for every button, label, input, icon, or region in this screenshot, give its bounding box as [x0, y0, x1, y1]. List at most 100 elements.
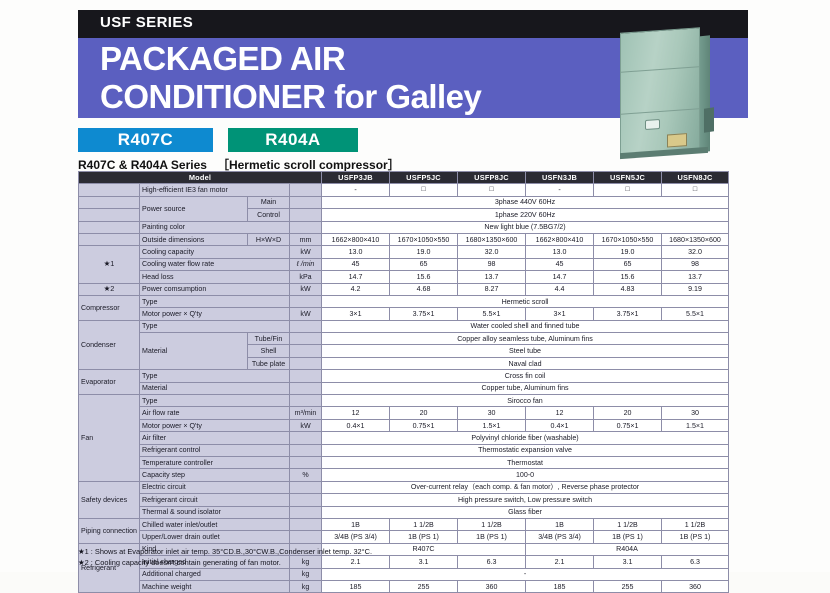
row-group-spacer	[77, 183, 141, 197]
footnotes: ★1 : Shows at Evaporator inlet air temp.…	[78, 546, 372, 568]
row-group-spacer	[77, 232, 141, 247]
row-unit	[289, 394, 323, 408]
subtitle: R407C & R404A Series ［Hermetic scroll com…	[78, 156, 400, 173]
table-row: Air flow rate m³/min 12 20 30 12 20 30	[79, 406, 730, 420]
row-value-3: 13.7	[457, 270, 527, 284]
model-col-6: USFN8JC	[661, 170, 730, 185]
row-value-6: 98	[661, 257, 730, 272]
row-unit: mm	[289, 232, 323, 247]
cabinet-seam-lower	[621, 108, 699, 115]
table-row: Safety devices Electric circuit Over-curre…	[77, 480, 730, 519]
product-photo	[612, 16, 732, 164]
table-row: Piping connection Chilled water inlet/out…	[77, 517, 730, 544]
row-group-label: Piping connection	[77, 517, 141, 544]
row-merged-value: New light blue (7.5BG7/2)	[321, 220, 730, 234]
table-row: Power source Main 3phase 440V 60Hz	[77, 195, 730, 222]
table-body: Model USFP3JB USFP5JC USFP8JC USFN3JB US…	[77, 170, 730, 593]
table-row: ★1 Cooling capacity kW 13.0 19.0 32.0 13.0 19.0…	[77, 245, 730, 284]
footnote-2: ★2 : Cooling capacity doesn't contain ge…	[78, 558, 281, 567]
row-value-1: 3/4B (PS 3/4)	[321, 530, 391, 544]
row-value-2: 15.6	[389, 270, 459, 284]
row-merged-value: Glass fiber	[321, 505, 730, 519]
row-group-label: Fan	[77, 394, 141, 482]
row-unit: kPa	[289, 270, 323, 284]
row-group-spacer	[77, 208, 141, 222]
row-label: Cooling capacity	[139, 245, 291, 259]
row-merged-value: 100-0	[321, 468, 730, 482]
row-merged-value: Naval clad	[321, 356, 730, 371]
row-label: Type	[139, 369, 291, 383]
table-row: Machine weight kg 185 255 360 185 255 360	[79, 579, 730, 593]
table-row: Outside dimensions H×W×D mm 1662×800×410 167…	[77, 232, 730, 247]
row-value-6: 9.19	[661, 282, 730, 296]
row-merged-value: 3phase 440V 60Hz	[321, 195, 730, 210]
row-label: Refrigerant control	[139, 443, 291, 458]
row-label: Head loss	[139, 270, 291, 284]
row-unit: kW	[289, 307, 323, 321]
row-unit	[289, 294, 323, 309]
table-row: Condenser Type Water cooled shell and finn…	[77, 319, 730, 371]
row-label: Machine weight	[139, 579, 291, 593]
row-unit: m³/min	[289, 406, 323, 420]
table-row: High-efficient IE3 fan motor - □ □ - □ □	[77, 183, 730, 197]
row-value-1: 45	[321, 257, 391, 272]
row-label: High-efficient IE3 fan motor	[139, 183, 291, 197]
row-merged-value: Cross fin coil	[321, 369, 730, 383]
row-value-left-half: R407C	[321, 542, 527, 557]
row-value-6: 30	[661, 406, 730, 420]
row-merged-value: Sirocco fan	[321, 394, 730, 408]
row-merged-value: Over-current relay（each comp. & fan moto…	[321, 480, 730, 495]
row-unit	[289, 369, 323, 383]
row-value-6: 1B (PS 1)	[661, 530, 730, 544]
row-unit: kW	[289, 418, 323, 433]
row-value-6: 5.5×1	[661, 307, 730, 321]
row-label: Motor power × Q'ty	[139, 418, 291, 433]
row-value-5: 1 1/2B	[593, 517, 663, 532]
row-unit	[289, 455, 323, 470]
row-unit	[289, 220, 323, 234]
specification-table: Model USFP3JB USFP5JC USFP8JC USFN3JB US…	[77, 170, 730, 593]
row-value-6: 1680×1350×600	[661, 232, 730, 247]
row-unit	[289, 381, 323, 396]
model-col-3: USFP8JC	[457, 170, 527, 185]
page-title: PACKAGED AIR CONDITIONER for Galley	[100, 40, 620, 116]
row-value-1: 1B	[321, 517, 391, 532]
row-value-2: 255	[389, 579, 459, 593]
model-col-2: USFP5JC	[389, 170, 459, 185]
row-value-1: -	[321, 183, 391, 197]
row-unit	[289, 443, 323, 458]
row-value-5: □	[593, 183, 663, 197]
row-label: Additional charged	[139, 567, 291, 581]
row-label: Electric circuit	[139, 480, 291, 495]
row-value-5: 0.75×1	[593, 418, 663, 433]
row-value-4: 45	[525, 257, 595, 272]
row-merged-value: Copper alloy seamless tube, Aluminum fin…	[321, 332, 730, 346]
table-row: Compressor Type Hermetic scroll	[77, 294, 730, 321]
table-row: Refrigerant circuit High pressure switch,…	[79, 493, 730, 507]
cabinet-nameplate	[667, 133, 687, 148]
row-value-4: 185	[525, 579, 595, 593]
row-value-2: 20	[389, 406, 459, 420]
row-value-5: 19.0	[593, 245, 663, 259]
table-row: Motor power × Q'ty kW 0.4×1 0.75×1 1.5×1 0.4×…	[79, 418, 730, 433]
row-value-3: 5.5×1	[457, 307, 527, 321]
table-row: Material Copper tube, Aluminum fins	[79, 381, 730, 396]
row-label: Temperature controller	[139, 455, 291, 470]
row-value-1: 14.7	[321, 270, 391, 284]
table-row: Cooling water flow rate ℓ /min 45 65 98 45 65 9…	[79, 257, 730, 272]
row-value-4: 0.4×1	[525, 418, 595, 433]
row-value-4: 3/4B (PS 3/4)	[525, 530, 595, 544]
table-row: ★2 Power comsumption kW 4.2 4.68 8.27 4.4 4.83 9…	[77, 282, 730, 296]
row-group-spacer	[77, 220, 141, 234]
row-value-2: 3.1	[389, 555, 459, 569]
row-value-4: 13.0	[525, 245, 595, 259]
spec-sheet-page: USF SERIES PACKAGED AIR CONDITIONER for …	[77, 10, 748, 593]
row-value-1: 0.4×1	[321, 418, 391, 433]
row-value-4: 3×1	[525, 307, 595, 321]
table-row: Refrigerant control Thermostatic expansio…	[79, 443, 730, 458]
row-value-5: 15.6	[593, 270, 663, 284]
table-row: Material Tube/Fin Copper alloy seamless tu…	[79, 332, 730, 371]
row-value-3: 1 1/2B	[457, 517, 527, 532]
unit-cabinet	[620, 27, 700, 157]
table-row: Control 1phase 220V 60Hz	[77, 208, 730, 222]
